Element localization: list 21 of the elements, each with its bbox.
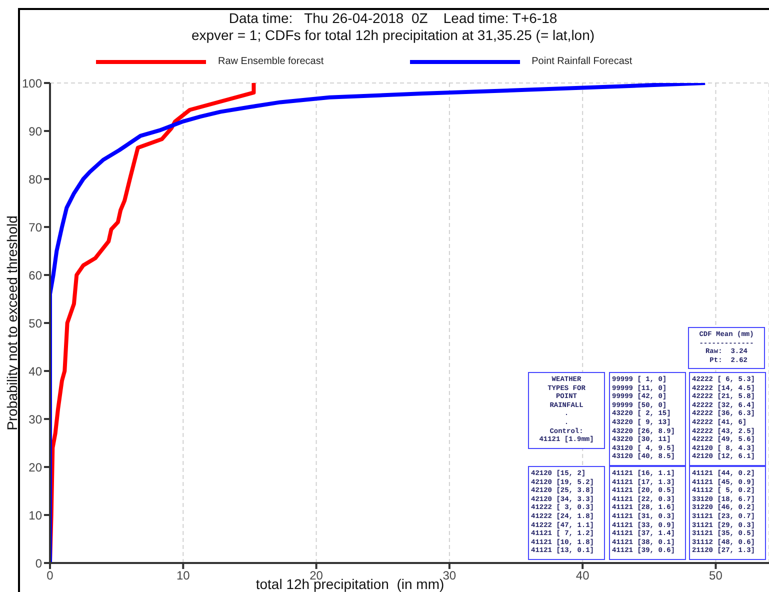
x-tick-label: 10 [176,568,190,583]
y-tick-label: 80 [28,172,42,186]
y-axis-title: Probability not to exceed threshold [4,216,20,430]
y-tick-label: 30 [28,412,42,426]
y-tick-label: 60 [28,268,42,282]
series-label: Point Rainfall Forecast [532,56,632,67]
x-tick-label: 40 [576,568,590,583]
y-tick-label: 10 [28,508,42,522]
x-tick-label: 30 [442,568,456,583]
x-tick-label: 50 [709,568,723,583]
y-tick-label: 40 [28,364,42,378]
chart-title: Data time: Thu 26-04-2018 0Z Lead time: T+6-18 [228,10,558,27]
y-tick-label: 0 [35,556,42,570]
y-tick-label: 70 [28,220,42,234]
x-tick-label: 0 [46,568,54,583]
y-tick-label: 90 [28,124,42,138]
text: Raw Ensemble forecast [218,56,324,67]
y-tick-label: 100 [22,76,42,90]
chart-subtitle: expver = 1; CDFs for total 12h precipitation at 31,35.25 (= lat,lon) [190,27,596,44]
y-tick-label: 20 [28,460,42,474]
y-tick-label: 50 [28,316,42,330]
